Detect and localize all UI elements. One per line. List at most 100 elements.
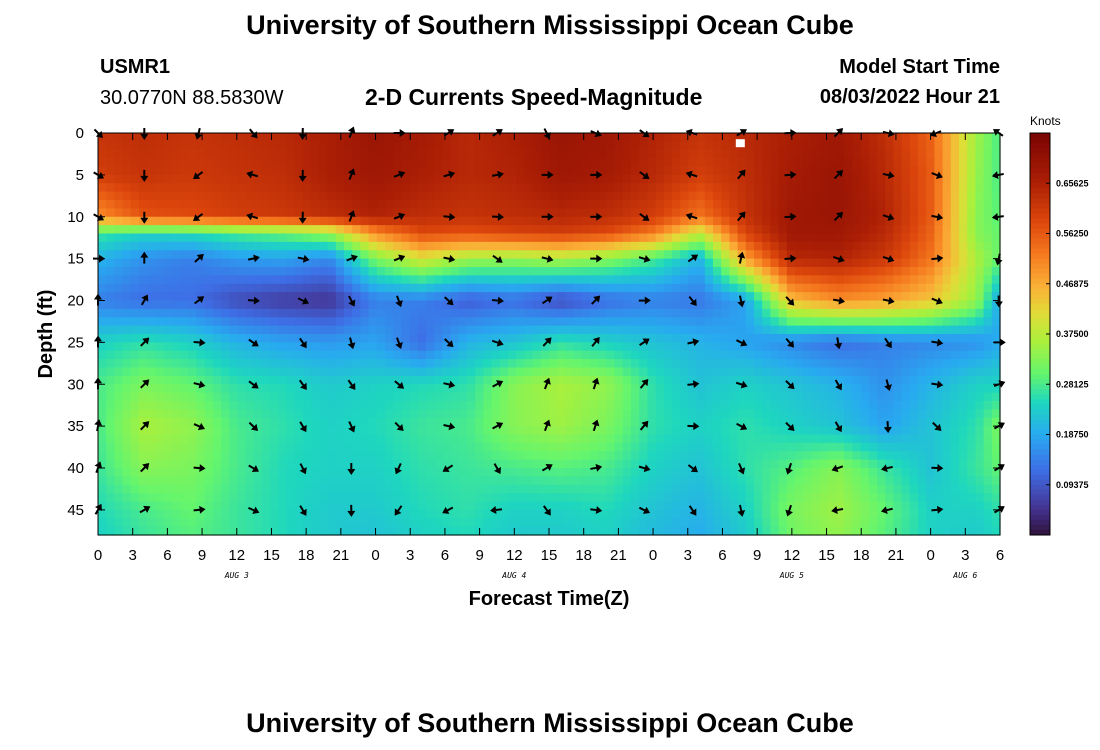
heat-cell [360,166,370,176]
heat-cell [458,476,468,486]
heat-cell [737,375,747,385]
heat-cell [122,275,132,285]
heat-cell [655,250,665,260]
heat-cell [967,141,976,151]
heat-cell [549,493,558,503]
heat-cell [803,350,812,360]
heat-cell [729,459,739,469]
heat-cell [130,409,140,419]
heat-cell [286,141,296,151]
heat-cell [991,476,1001,486]
heat-cell [262,375,271,385]
heat-cell [680,216,689,226]
heat-cell [114,401,124,410]
heat-cell [204,476,214,486]
heat-cell [360,183,370,193]
heat-cell [245,225,255,235]
heat-cell [745,267,755,276]
heat-cell [631,493,640,503]
heat-cell [147,367,156,377]
heat-cell [934,493,944,503]
heat-cell [942,442,952,452]
heat-cell [557,149,566,159]
heat-cell [598,325,607,335]
heat-cell [967,350,976,360]
heat-cell [655,350,665,360]
heat-cell [368,493,378,503]
heat-cell [950,493,960,503]
heat-cell [491,401,501,410]
heat-cell [155,250,165,260]
heat-cell [229,459,238,469]
heat-cell [827,241,837,251]
heat-cell [155,225,165,235]
heat-cell [688,200,698,209]
heat-cell [647,409,657,419]
heat-cell [983,468,993,477]
heat-cell [901,208,911,218]
heat-cell [852,158,862,168]
heat-cell [385,509,394,519]
heat-cell [385,149,394,159]
heat-cell [893,275,903,285]
heat-cell [827,493,837,503]
heat-cell [606,501,616,511]
heat-cell [934,501,944,511]
heat-cell [557,317,566,327]
heat-cell [508,501,517,511]
heat-cell [253,317,263,327]
heat-cell [98,300,107,310]
heat-cell [934,401,944,410]
heat-cell [975,308,985,318]
heat-cell [688,292,698,302]
heat-cell [860,325,870,335]
heat-cell [278,359,288,369]
heat-cell [335,375,345,385]
heat-cell [893,392,903,402]
heat-cell [680,384,689,394]
heat-cell [155,476,165,486]
heat-cell [991,158,1001,168]
heat-cell [663,484,673,494]
heat-cell [836,317,845,327]
heat-cell [163,493,173,503]
heat-cell [926,292,935,302]
heat-cell [188,166,197,176]
heat-cell [975,493,985,503]
heat-cell [811,208,821,218]
heat-cell [983,359,993,369]
heat-cell [622,451,632,461]
heat-cell [557,308,566,318]
heat-cell [811,334,821,343]
heat-cell [139,342,148,352]
heat-cell [368,401,378,410]
heat-cell [959,158,968,168]
heat-cell [155,216,165,226]
heat-cell [163,417,173,427]
heat-cell [319,250,329,260]
heat-cell [860,149,870,159]
heat-cell [311,275,320,285]
heat-cell [344,200,353,209]
heat-cell [795,267,804,276]
heat-cell [631,275,640,285]
heat-cell [860,417,870,427]
heat-cell [450,233,460,243]
heat-cell [950,392,960,402]
heat-cell [426,409,435,419]
heat-cell [475,426,484,436]
heat-cell [631,191,640,201]
heat-cell [426,317,435,327]
heat-cell [122,468,132,477]
heat-cell [934,208,944,218]
heat-cell [352,426,361,436]
heat-cell [942,417,952,427]
heat-cell [229,317,238,327]
heat-cell [114,308,124,318]
heat-cell [844,174,853,184]
heat-cell [368,317,378,327]
heat-cell [212,426,222,436]
heat-cell [909,401,919,410]
heat-cell [713,451,722,461]
heat-cell [499,308,509,318]
